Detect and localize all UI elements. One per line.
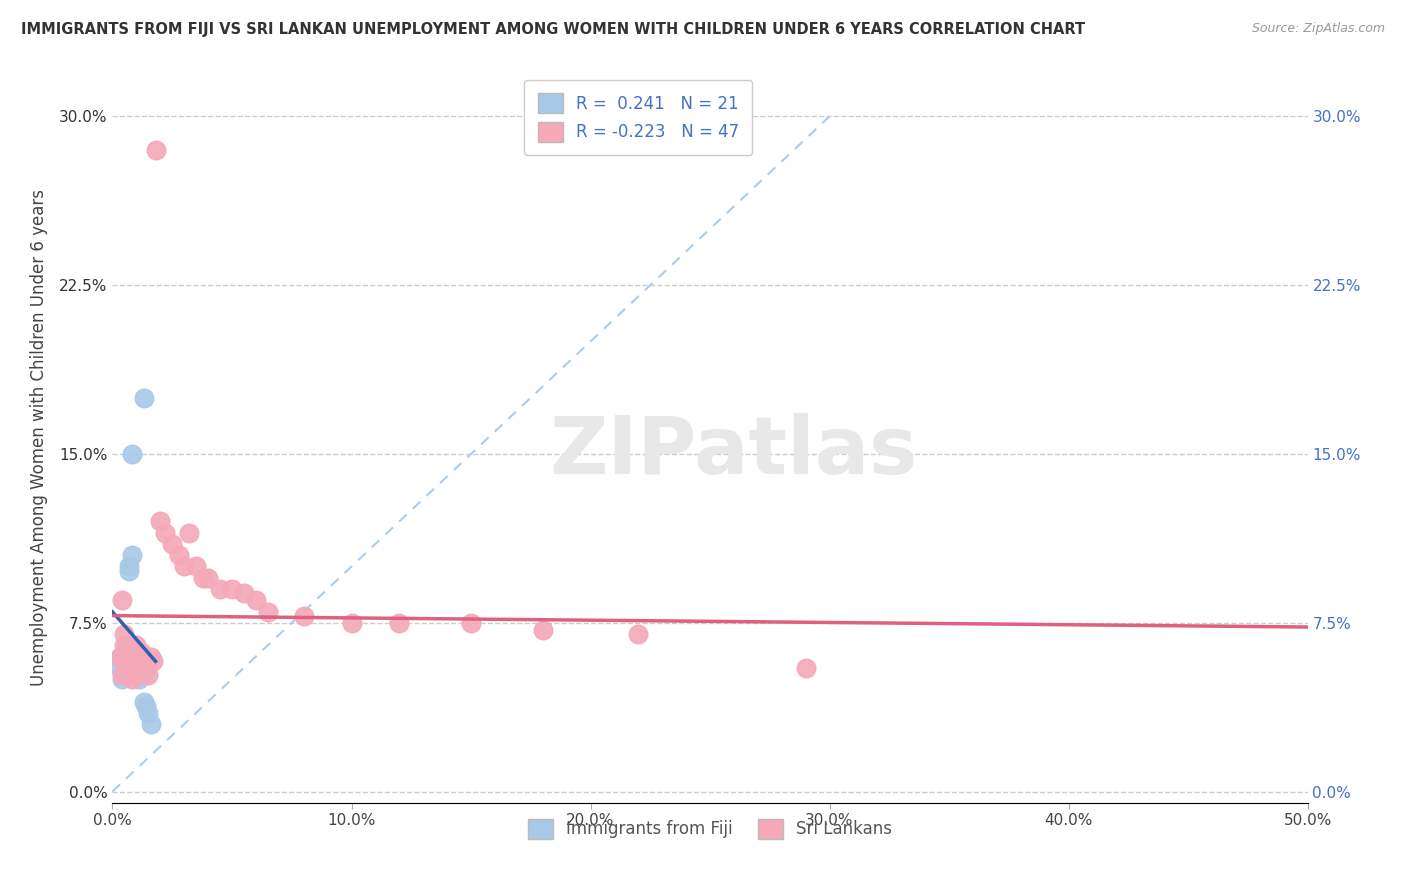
Point [139,649,162,664]
Text: ZIPatlas: ZIPatlas [550,413,918,491]
Point [121,672,143,686]
Point [138,654,160,668]
Point [118,649,141,664]
Point [129,654,152,668]
Point [108,661,131,675]
Point [108,649,131,664]
Point [122,654,145,668]
Point [121,447,143,461]
Point [115,654,138,668]
Point [245,593,267,607]
Point [122,649,145,664]
Point [149,515,172,529]
Point [129,645,152,659]
Point [139,717,162,731]
Point [128,654,150,668]
Point [114,649,135,664]
Point [121,661,143,675]
Point [118,559,141,574]
Point [111,672,134,686]
Point [292,609,315,624]
Point [460,615,482,630]
Point [138,706,160,720]
Point [153,525,176,540]
Point [257,605,280,619]
Point [129,667,152,681]
Point [138,667,160,681]
Point [125,649,148,664]
Point [122,667,145,681]
Point [177,525,200,540]
Point [132,649,155,664]
Point [162,537,183,551]
Point [115,654,138,668]
Point [388,615,411,630]
Point [111,593,134,607]
Point [125,638,148,652]
Point [118,564,141,578]
Point [114,627,135,641]
Point [221,582,243,596]
Point [111,667,134,681]
Point [173,559,195,574]
Point [627,627,650,641]
Point [233,586,256,600]
Point [135,699,157,714]
Point [128,672,150,686]
Point [128,661,150,675]
Point [209,582,232,596]
Legend: Immigrants from Fiji, Sri Lankans: Immigrants from Fiji, Sri Lankans [522,812,898,846]
Point [531,623,554,637]
Point [132,694,155,708]
Point [121,548,143,562]
Point [125,654,148,668]
Point [142,654,165,668]
Point [794,661,817,675]
Point [340,615,363,630]
Y-axis label: Unemployment Among Women with Children Under 6 years: Unemployment Among Women with Children U… [30,188,48,686]
Point [115,649,138,664]
Point [193,571,215,585]
Point [186,559,208,574]
Point [115,638,138,652]
Point [122,661,145,675]
Point [197,571,219,585]
Point [108,649,131,664]
Point [135,661,157,675]
Text: IMMIGRANTS FROM FIJI VS SRI LANKAN UNEMPLOYMENT AMONG WOMEN WITH CHILDREN UNDER : IMMIGRANTS FROM FIJI VS SRI LANKAN UNEMP… [21,22,1085,37]
Point [125,667,148,681]
Point [145,143,167,157]
Point [132,391,155,405]
Text: Source: ZipAtlas.com: Source: ZipAtlas.com [1251,22,1385,36]
Point [114,638,135,652]
Point [118,661,141,675]
Point [169,548,191,562]
